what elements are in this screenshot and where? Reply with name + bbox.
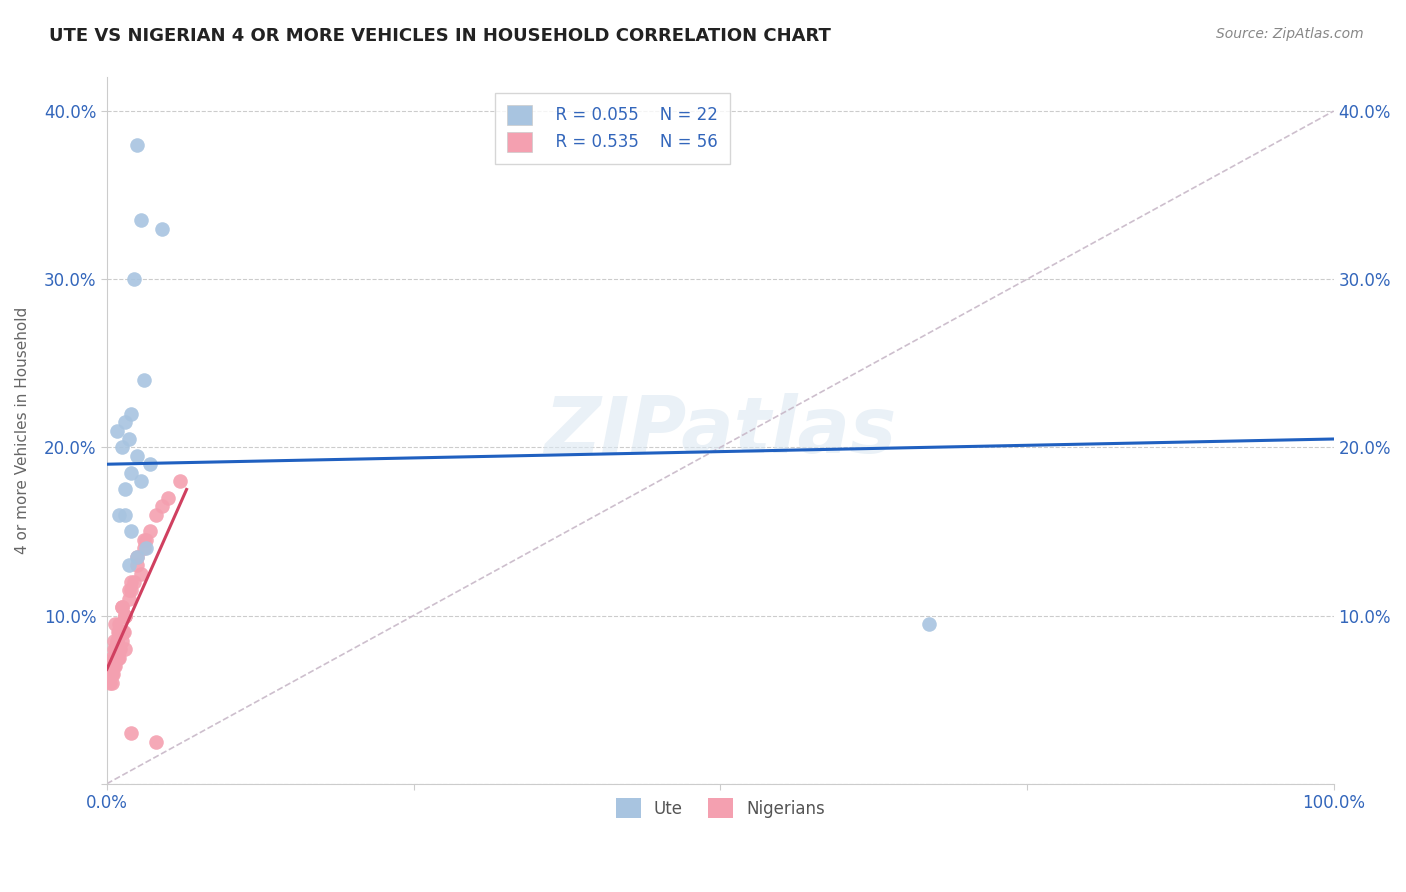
Point	[101, 667, 124, 681]
Point	[918, 617, 941, 632]
Point	[120, 524, 142, 539]
Text: Source: ZipAtlas.com: Source: ZipAtlas.com	[1216, 27, 1364, 41]
Point	[114, 608, 136, 623]
Point	[129, 213, 152, 227]
Point	[120, 407, 142, 421]
Point	[118, 558, 141, 573]
Point	[127, 137, 149, 152]
Point	[98, 667, 121, 681]
Point	[105, 642, 128, 657]
Point	[110, 642, 132, 657]
Point	[127, 549, 149, 564]
Point	[127, 549, 149, 564]
Point	[104, 659, 127, 673]
Point	[122, 574, 145, 589]
Text: UTE VS NIGERIAN 4 OR MORE VEHICLES IN HOUSEHOLD CORRELATION CHART: UTE VS NIGERIAN 4 OR MORE VEHICLES IN HO…	[49, 27, 831, 45]
Point	[122, 272, 145, 286]
Point	[145, 734, 167, 748]
Text: ZIPatlas: ZIPatlas	[544, 392, 897, 468]
Point	[118, 591, 141, 606]
Point	[114, 608, 136, 623]
Point	[118, 583, 141, 598]
Point	[111, 625, 134, 640]
Legend: Ute, Nigerians: Ute, Nigerians	[609, 791, 831, 825]
Point	[132, 541, 155, 556]
Point	[114, 508, 136, 522]
Point	[112, 625, 135, 640]
Point	[110, 441, 132, 455]
Point	[110, 600, 132, 615]
Point	[108, 650, 131, 665]
Point	[150, 221, 173, 235]
Point	[110, 600, 132, 615]
Point	[103, 650, 125, 665]
Point	[114, 415, 136, 429]
Point	[100, 659, 122, 673]
Point	[108, 625, 131, 640]
Point	[104, 617, 127, 632]
Point	[108, 617, 131, 632]
Point	[169, 474, 191, 488]
Point	[120, 574, 142, 589]
Point	[139, 457, 162, 471]
Point	[157, 491, 180, 505]
Point	[127, 558, 149, 573]
Point	[129, 566, 152, 581]
Y-axis label: 4 or more Vehicles in Household: 4 or more Vehicles in Household	[15, 307, 30, 554]
Point	[145, 508, 167, 522]
Point	[139, 524, 162, 539]
Point	[108, 508, 131, 522]
Point	[105, 650, 128, 665]
Point	[103, 642, 125, 657]
Point	[103, 659, 125, 673]
Point	[105, 633, 128, 648]
Point	[105, 424, 128, 438]
Point	[100, 676, 122, 690]
Point	[107, 625, 129, 640]
Point	[150, 500, 173, 514]
Point	[110, 633, 132, 648]
Point	[108, 625, 131, 640]
Point	[114, 608, 136, 623]
Point	[127, 449, 149, 463]
Point	[114, 642, 136, 657]
Point	[104, 642, 127, 657]
Point	[100, 676, 122, 690]
Point	[103, 633, 125, 648]
Point	[100, 667, 122, 681]
Point	[129, 474, 152, 488]
Point	[101, 659, 124, 673]
Point	[105, 633, 128, 648]
Point	[114, 483, 136, 497]
Point	[120, 583, 142, 598]
Point	[132, 373, 155, 387]
Point	[132, 533, 155, 547]
Point	[135, 533, 157, 547]
Point	[120, 726, 142, 740]
Point	[100, 659, 122, 673]
Point	[101, 659, 124, 673]
Point	[108, 642, 131, 657]
Point	[118, 432, 141, 446]
Point	[100, 650, 122, 665]
Point	[135, 541, 157, 556]
Point	[107, 650, 129, 665]
Point	[120, 466, 142, 480]
